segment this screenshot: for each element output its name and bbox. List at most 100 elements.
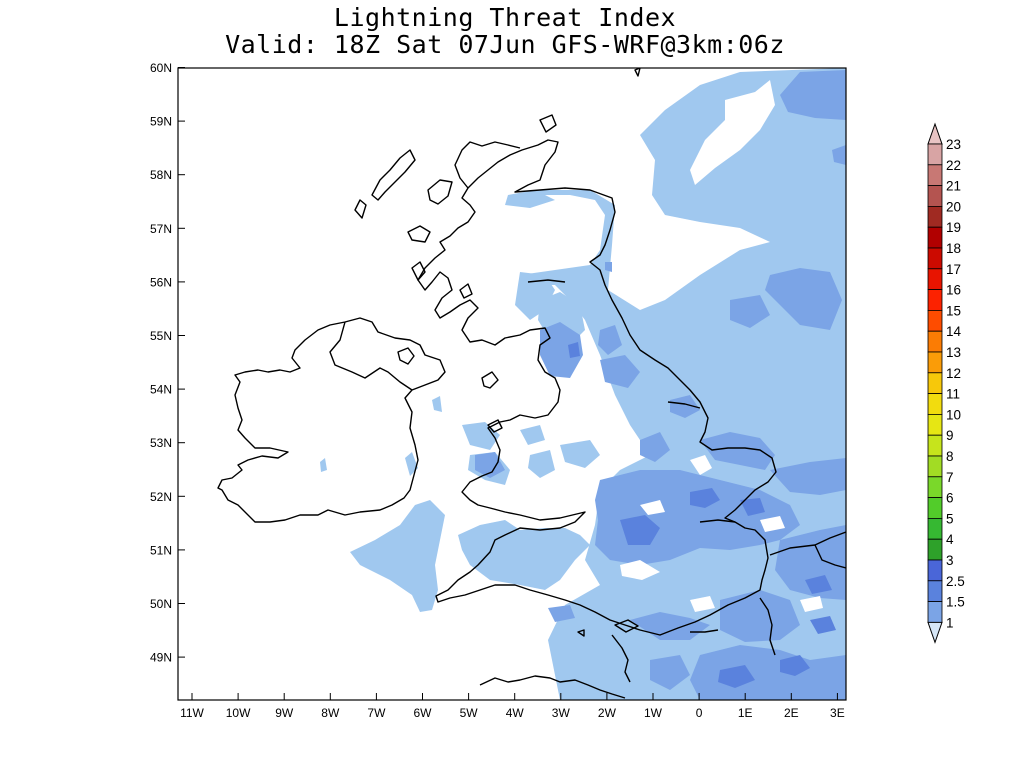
chart-subtitle: Valid: 18Z Sat 07Jun GFS-WRF@3km:06z (225, 30, 785, 59)
island-arran (459, 283, 473, 299)
legend-swatch (927, 601, 943, 623)
channel-island (577, 629, 585, 637)
legend-label: 19 (946, 220, 961, 235)
lon-tick-label: 1E (738, 706, 753, 720)
chart-title: Lightning Threat Index (333, 3, 677, 32)
legend-label: 9 (946, 428, 954, 443)
threat-level-2-5 (568, 342, 836, 688)
legend-swatch (927, 580, 943, 602)
legend-swatch (927, 185, 943, 207)
legend-label: 18 (946, 241, 961, 256)
coast-ireland (217, 317, 446, 523)
legend-label: 5 (946, 511, 954, 526)
lon-tick-label: 10W (226, 706, 251, 720)
lough-neagh (397, 347, 415, 365)
legend-label: 22 (946, 158, 961, 173)
ni-border (329, 321, 413, 391)
legend-swatch (927, 434, 943, 457)
legend-swatch (927, 226, 943, 249)
lon-tick-label: 4W (506, 706, 525, 720)
lon-axis: 11W 10W 9W 8W 7W 6W 5W 4W 3W 2W 1W 0 1E 2E 3E (180, 693, 845, 720)
legend-swatch (927, 518, 943, 540)
lat-tick-label: 58N (150, 168, 172, 182)
legend-swatch (927, 205, 943, 228)
lat-tick-label: 57N (150, 222, 172, 236)
island-islay (411, 261, 426, 281)
legend-swatch (927, 413, 943, 436)
legend-label: 8 (946, 449, 954, 464)
coast-brittany (479, 675, 626, 699)
legend-label: 13 (946, 345, 961, 360)
threat-shading (320, 68, 846, 700)
coastlines (217, 68, 846, 699)
lon-tick-label: 3E (830, 706, 845, 720)
isle-of-wight (614, 619, 639, 633)
legend-colorbar: 23 22 21 20 19 18 17 16 15 14 13 12 11 10 9 8 7 6 5 4 3 2.5 1.… (927, 122, 965, 644)
anglesey (487, 419, 503, 433)
coast-normandy (611, 634, 631, 683)
legend-label: 1 (946, 615, 954, 630)
legend-label: 1.5 (946, 595, 965, 610)
coast-scotland-west (454, 141, 521, 189)
lat-tick-label: 56N (150, 275, 172, 289)
border-fr-be (814, 544, 846, 569)
isle-of-man (481, 371, 499, 389)
legend-label: 11 (946, 387, 960, 402)
lon-tick-label: 7W (367, 706, 386, 720)
humber (667, 401, 701, 409)
lat-axis: 60N 59N 58N 57N 56N 55N 54N 53N 52N 51N 50N 49N (150, 61, 185, 665)
island-mull (407, 225, 431, 243)
threat-gaps (620, 80, 823, 612)
lat-tick-label: 53N (150, 436, 172, 450)
lat-tick-label: 52N (150, 490, 172, 504)
shetland-tip (634, 68, 641, 77)
legend-swatch (927, 330, 943, 353)
lon-tick-label: 2E (784, 706, 799, 720)
legend-swatch (927, 538, 943, 561)
coast-france (759, 597, 776, 656)
lon-tick-label: 11W (180, 706, 204, 720)
lat-tick-label: 59N (150, 115, 172, 129)
legend-label: 2.5 (946, 574, 965, 589)
legend-swatch (927, 455, 943, 478)
legend-label: 15 (946, 303, 961, 318)
legend-label: 3 (946, 553, 954, 568)
legend-label: 12 (946, 366, 961, 381)
lon-tick-label: 6W (414, 706, 433, 720)
lon-tick-label: 5W (460, 706, 479, 720)
legend-swatch (927, 309, 943, 332)
lat-tick-label: 49N (150, 651, 172, 665)
solent (690, 629, 719, 633)
firth-of-forth (527, 279, 566, 283)
legend-swatch (927, 372, 943, 394)
legend-label: 10 (946, 407, 961, 422)
legend-swatch (927, 143, 943, 166)
legend-label: 20 (946, 199, 961, 214)
legend-label: 17 (946, 262, 961, 277)
legend-label: 21 (946, 179, 961, 194)
legend-label: 16 (946, 283, 961, 298)
legend-under-arrow (927, 621, 943, 644)
lon-tick-label: 8W (321, 706, 340, 720)
threat-level-1-5 (475, 70, 846, 700)
lon-tick-label: 2W (598, 706, 617, 720)
legend-swatch (927, 289, 943, 311)
lat-tick-label: 54N (150, 383, 172, 397)
legend-label: 23 (946, 137, 961, 152)
legend-swatch (927, 247, 943, 270)
legend-swatch (927, 497, 943, 519)
lat-tick-label: 50N (150, 597, 172, 611)
legend-swatch (927, 351, 943, 374)
island-lewis (371, 149, 416, 201)
legend-swatch (927, 559, 943, 582)
legend-label: 4 (946, 532, 954, 547)
lon-tick-label: 1W (644, 706, 663, 720)
thames (699, 519, 736, 523)
island-orkney (539, 114, 557, 133)
lon-tick-label: 3W (552, 706, 571, 720)
legend-label: 6 (946, 491, 954, 506)
coast-great-britain (417, 139, 777, 636)
legend-swatch (927, 393, 943, 415)
lon-tick-label: 0 (696, 706, 703, 720)
